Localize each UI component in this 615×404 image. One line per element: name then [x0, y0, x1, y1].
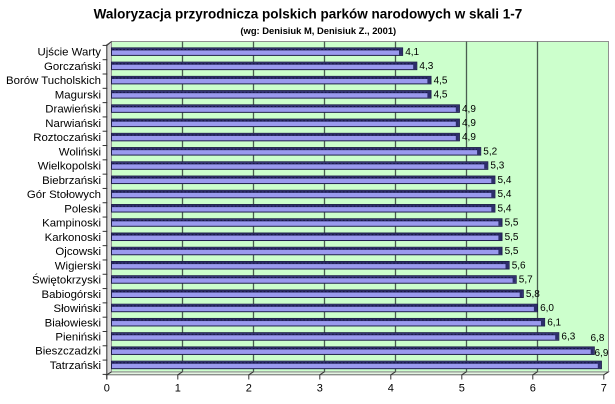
svg-text:5: 5: [459, 383, 465, 395]
svg-text:5,4: 5,4: [498, 189, 512, 200]
svg-text:Poleski: Poleski: [64, 203, 101, 215]
svg-text:6,1: 6,1: [547, 317, 561, 328]
svg-text:4,9: 4,9: [462, 132, 476, 143]
svg-text:5,5: 5,5: [505, 232, 519, 243]
svg-text:5,7: 5,7: [519, 275, 533, 286]
svg-text:Karkonoski: Karkonoski: [45, 232, 101, 244]
svg-text:Roztoczański: Roztoczański: [33, 132, 101, 144]
svg-text:Woliński: Woliński: [59, 146, 101, 158]
svg-text:5,8: 5,8: [526, 289, 540, 300]
svg-text:5,6: 5,6: [512, 260, 526, 271]
svg-text:Gór Stołowych: Gór Stołowych: [27, 189, 101, 201]
svg-text:Ujście Warty: Ujście Warty: [38, 47, 102, 59]
svg-text:Tatrzański: Tatrzański: [50, 360, 101, 372]
svg-text:5,4: 5,4: [498, 175, 512, 186]
svg-text:4,9: 4,9: [462, 118, 476, 129]
svg-text:5,4: 5,4: [498, 203, 512, 214]
svg-text:Biebrzański: Biebrzański: [42, 175, 101, 187]
svg-text:Białowieski: Białowieski: [45, 317, 101, 329]
svg-text:6: 6: [530, 383, 536, 395]
svg-text:Kampinoski: Kampinoski: [42, 218, 101, 230]
svg-text:(wg: Denisiuk M, Denisiuk Z.,: (wg: Denisiuk M, Denisiuk Z., 2001): [240, 25, 396, 36]
svg-text:5,3: 5,3: [490, 161, 504, 172]
svg-text:1: 1: [175, 383, 181, 395]
svg-text:6,3: 6,3: [561, 332, 575, 343]
svg-text:5,5: 5,5: [505, 218, 519, 229]
svg-text:Borów Tucholskich: Borów Tucholskich: [6, 75, 101, 87]
svg-text:6,0: 6,0: [540, 303, 554, 314]
svg-text:Słowiński: Słowiński: [54, 303, 101, 315]
svg-text:5,5: 5,5: [505, 246, 519, 257]
svg-text:Bieszczadzki: Bieszczadzki: [35, 346, 101, 358]
svg-text:6,9: 6,9: [595, 348, 609, 359]
svg-text:Wigierski: Wigierski: [55, 260, 101, 272]
svg-text:Narwiański: Narwiański: [45, 118, 101, 130]
svg-text:Gorczański: Gorczański: [44, 61, 101, 73]
svg-text:Ojcowski: Ojcowski: [55, 246, 101, 258]
svg-text:3: 3: [317, 383, 323, 395]
svg-text:7: 7: [601, 383, 607, 395]
svg-text:4,9: 4,9: [462, 104, 476, 115]
svg-text:4,5: 4,5: [434, 75, 448, 86]
svg-text:Pieniński: Pieniński: [55, 332, 101, 344]
svg-text:4: 4: [388, 383, 394, 395]
svg-text:2: 2: [246, 383, 252, 395]
svg-text:6,8: 6,8: [591, 333, 605, 344]
svg-text:5,2: 5,2: [483, 146, 497, 157]
svg-text:4,3: 4,3: [419, 61, 433, 72]
svg-text:0: 0: [104, 383, 110, 395]
svg-text:Magurski: Magurski: [55, 89, 101, 101]
svg-text:4,1: 4,1: [405, 47, 419, 58]
svg-text:4,5: 4,5: [434, 90, 448, 101]
svg-text:Waloryzacja przyrodnicza polsk: Waloryzacja przyrodnicza polskich parków…: [94, 7, 523, 22]
svg-text:Babiogórski: Babiogórski: [41, 289, 101, 301]
svg-text:Wielkopolski: Wielkopolski: [38, 161, 101, 173]
svg-text:Drawieński: Drawieński: [45, 104, 101, 116]
svg-text:Świętokrzyski: Świętokrzyski: [32, 274, 101, 287]
